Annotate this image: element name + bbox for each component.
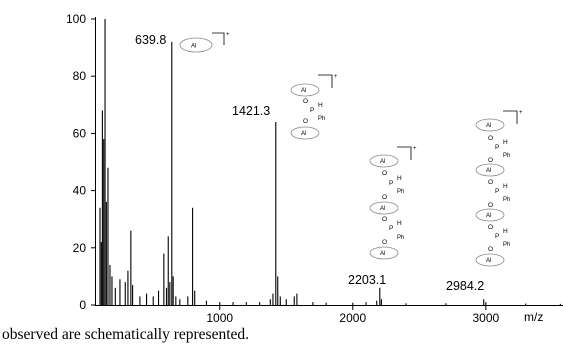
- hydrogen-label: H: [503, 183, 508, 190]
- oxygen-label: O: [303, 98, 308, 105]
- al-ellipse: [290, 83, 320, 97]
- al-label: Al: [380, 206, 385, 212]
- oxygen-label: O: [488, 202, 493, 209]
- phenyl-label: Ph: [318, 116, 325, 122]
- structure-dimer: Al O P H Ph O Al +: [290, 74, 338, 140]
- oxygen-label: O: [488, 157, 493, 164]
- hydrogen-label: H: [397, 175, 402, 182]
- al-label: Al: [191, 44, 196, 50]
- oxygen-label: O: [382, 194, 387, 201]
- oxygen-label: O: [382, 216, 387, 223]
- phosphorus-label: P: [389, 225, 393, 232]
- structure-monomer: Al +: [179, 32, 230, 53]
- structure-tetramer: Al O P H Ph O Al O P H Ph O Al O P H Ph …: [475, 110, 523, 267]
- al-ellipse: [369, 246, 399, 260]
- phenyl-label: Ph: [397, 189, 404, 195]
- al-label: Al: [301, 131, 306, 137]
- charge-label: +: [519, 110, 523, 116]
- al-label: Al: [301, 88, 306, 94]
- y-tick-label: 100: [66, 12, 86, 26]
- cation-bracket: [212, 32, 225, 45]
- x-tick-label: 1000: [206, 311, 233, 325]
- peak-label-1421: 1421.3: [232, 104, 270, 118]
- structure-trimer: Al O P H Ph O Al O P H Ph O Al +: [369, 146, 417, 260]
- peak-labels: 639.8 1421.3 2203.1 2984.2: [135, 33, 484, 293]
- hydrogen-label: H: [397, 220, 402, 227]
- chart-axes: [95, 17, 563, 306]
- phosphorus-label: P: [495, 144, 499, 151]
- y-tick-label: 20: [73, 241, 87, 255]
- phenyl-label: Ph: [503, 197, 510, 203]
- phenyl-label: Ph: [503, 242, 510, 248]
- al-ellipse: [179, 37, 213, 53]
- al-ellipse: [369, 201, 399, 215]
- charge-label: +: [413, 146, 417, 152]
- phosphorus-label: P: [495, 233, 499, 240]
- y-tick-label: 60: [73, 126, 87, 140]
- y-ticks: 0 20 40 60 80 100: [66, 12, 96, 312]
- oxygen-label: O: [382, 170, 387, 177]
- cation-bracket: [503, 110, 518, 124]
- cation-bracket: [397, 146, 412, 160]
- oxygen-label: O: [303, 118, 308, 125]
- al-label: Al: [486, 258, 491, 264]
- charge-label: +: [226, 32, 230, 38]
- x-axis-label: m/z: [524, 310, 543, 324]
- spectrum-peaks: [99, 19, 561, 305]
- mass-spectrum-chart: 0 20 40 60 80 100 1000 2000 3000 m/z 639.8 1421…: [66, 12, 563, 325]
- peak-label-2203: 2203.1: [348, 273, 386, 287]
- oxygen-label: O: [488, 246, 493, 253]
- figure-caption: observed are schematically represented.: [2, 326, 250, 343]
- al-ellipse: [475, 208, 505, 222]
- al-label: Al: [486, 213, 491, 219]
- y-tick-label: 0: [79, 298, 86, 312]
- al-label: Al: [380, 251, 385, 257]
- hydrogen-label: H: [318, 102, 323, 109]
- al-ellipse: [475, 253, 505, 267]
- y-tick-label: 80: [73, 69, 87, 83]
- al-label: Al: [486, 168, 491, 174]
- al-ellipse: [475, 163, 505, 177]
- oxygen-label: O: [488, 179, 493, 186]
- x-tick-label: 2000: [339, 311, 366, 325]
- oxygen-label: O: [488, 224, 493, 231]
- cation-bracket: [318, 74, 333, 88]
- hydrogen-label: H: [503, 139, 508, 146]
- al-label: Al: [380, 159, 385, 165]
- oxygen-label: O: [488, 135, 493, 142]
- phosphorus-label: P: [310, 107, 314, 114]
- phosphorus-label: P: [389, 180, 393, 187]
- phenyl-label: Ph: [503, 153, 510, 159]
- x-tick-label: 3000: [472, 311, 499, 325]
- charge-label: +: [334, 74, 338, 80]
- x-ticks: 1000 2000 3000: [206, 305, 500, 325]
- peak-label-639: 639.8: [135, 33, 166, 47]
- y-tick-label: 40: [73, 184, 87, 198]
- oxygen-label: O: [382, 239, 387, 246]
- al-ellipse: [290, 126, 320, 140]
- peak-label-2984: 2984.2: [446, 279, 484, 293]
- hydrogen-label: H: [503, 228, 508, 235]
- phosphorus-label: P: [495, 188, 499, 195]
- phenyl-label: Ph: [397, 235, 404, 241]
- al-ellipse: [369, 154, 399, 168]
- al-ellipse: [475, 118, 505, 132]
- al-label: Al: [486, 123, 491, 129]
